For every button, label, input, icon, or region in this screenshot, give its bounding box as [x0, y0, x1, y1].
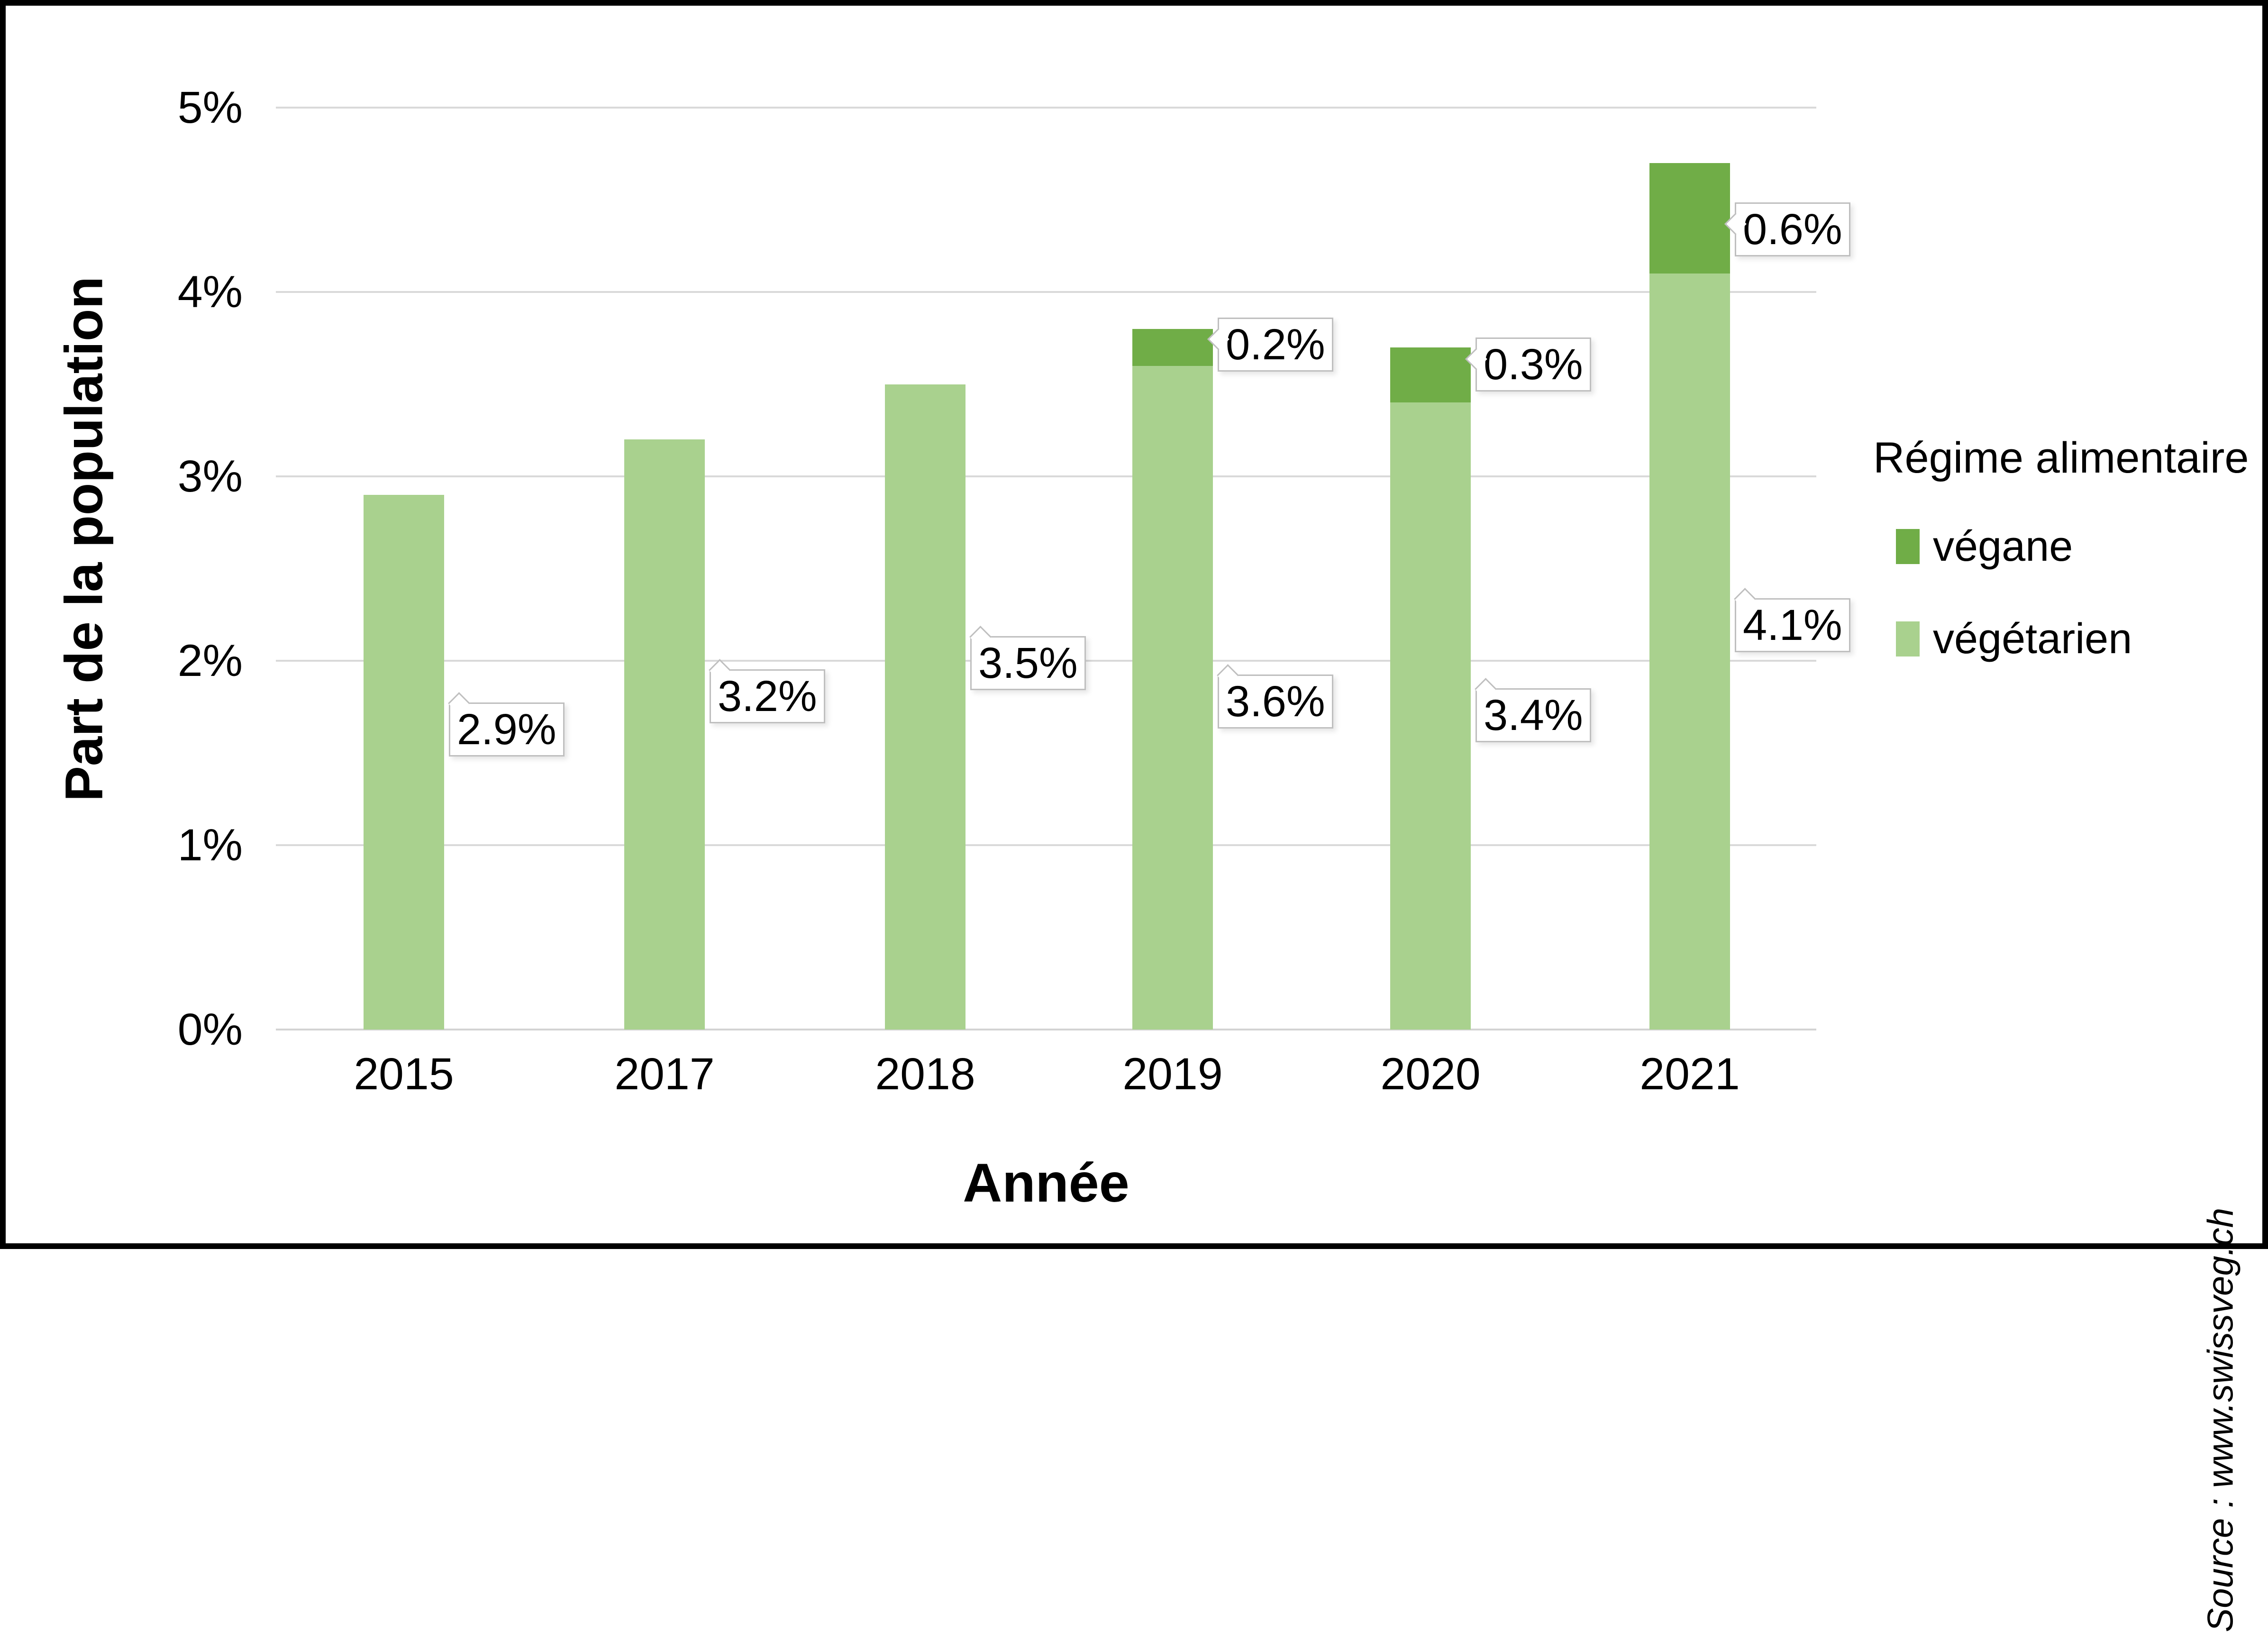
- data-label-text: 3.5%: [978, 639, 1078, 687]
- bar-segment-vegetarien: [885, 384, 965, 1030]
- data-label-vegane: 0.3%: [1465, 337, 1591, 392]
- y-tick-label: 2%: [177, 636, 243, 686]
- y-tick-label: 0%: [177, 1004, 243, 1055]
- bar-segment-vegane: [1390, 347, 1471, 403]
- y-tick-label: 1%: [177, 820, 243, 870]
- y-tick-label: 4%: [177, 267, 243, 317]
- legend-swatch-vegetarien-icon: [1896, 621, 1920, 656]
- source-credit: Source : www.swissveg.ch: [2200, 1208, 2241, 1632]
- data-label-text: 0.3%: [1484, 340, 1583, 389]
- data-label-vegetarien: 3.6%: [1217, 664, 1333, 729]
- x-axis-title: Année: [963, 1153, 1129, 1213]
- x-tick-label: 2018: [875, 1049, 975, 1099]
- data-label-vegetarien: 3.2%: [709, 659, 825, 723]
- data-label-text: 2.9%: [457, 705, 556, 754]
- x-tick-label: 2017: [614, 1049, 715, 1099]
- x-tick-label: 2021: [1640, 1049, 1740, 1099]
- data-label-vegetarien: 2.9%: [448, 692, 565, 757]
- legend-swatch-vegane-icon: [1896, 529, 1920, 564]
- data-label-vegetarien: 3.4%: [1475, 678, 1591, 742]
- legend-title: Régime alimentaire: [1873, 434, 2249, 482]
- bar-segment-vegetarien: [1390, 402, 1471, 1030]
- bar-segment-vegane: [1649, 163, 1730, 274]
- data-label-text: 0.6%: [1743, 205, 1842, 254]
- bar-segment-vegetarien: [624, 439, 705, 1030]
- x-axis-line: [276, 1029, 1816, 1030]
- data-label-vegane: 0.6%: [1724, 202, 1850, 256]
- legend-label-vegetarien: végétarien: [1933, 615, 2132, 663]
- legend-item-vegane: végane: [1896, 525, 2073, 568]
- data-label-vegane: 0.2%: [1207, 318, 1333, 372]
- gridline: [276, 844, 1816, 846]
- bar-segment-vegetarien: [1649, 274, 1730, 1030]
- x-tick-label: 2020: [1380, 1049, 1481, 1099]
- bar-segment-vegane: [1132, 328, 1213, 366]
- bar-segment-vegetarien: [364, 494, 444, 1030]
- y-tick-label: 3%: [177, 451, 243, 501]
- legend-item-vegetarien: végétarien: [1896, 618, 2132, 660]
- data-label-vegetarien: 4.1%: [1734, 588, 1850, 652]
- data-label-vegetarien: 3.5%: [969, 626, 1086, 690]
- bar-segment-vegetarien: [1132, 365, 1213, 1030]
- data-label-text: 3.2%: [718, 672, 817, 720]
- gridline: [276, 107, 1816, 109]
- data-label-text: 3.6%: [1226, 677, 1325, 726]
- y-axis-title: Part de la population: [54, 276, 114, 802]
- gridline: [276, 291, 1816, 293]
- gridline: [276, 475, 1816, 477]
- legend-label-vegane: végane: [1933, 523, 2073, 570]
- x-tick-label: 2015: [354, 1049, 454, 1099]
- data-label-text: 4.1%: [1743, 601, 1842, 649]
- y-tick-label: 5%: [177, 82, 243, 133]
- data-label-text: 0.2%: [1226, 320, 1325, 369]
- data-label-text: 3.4%: [1484, 691, 1583, 739]
- x-tick-label: 2019: [1122, 1049, 1223, 1099]
